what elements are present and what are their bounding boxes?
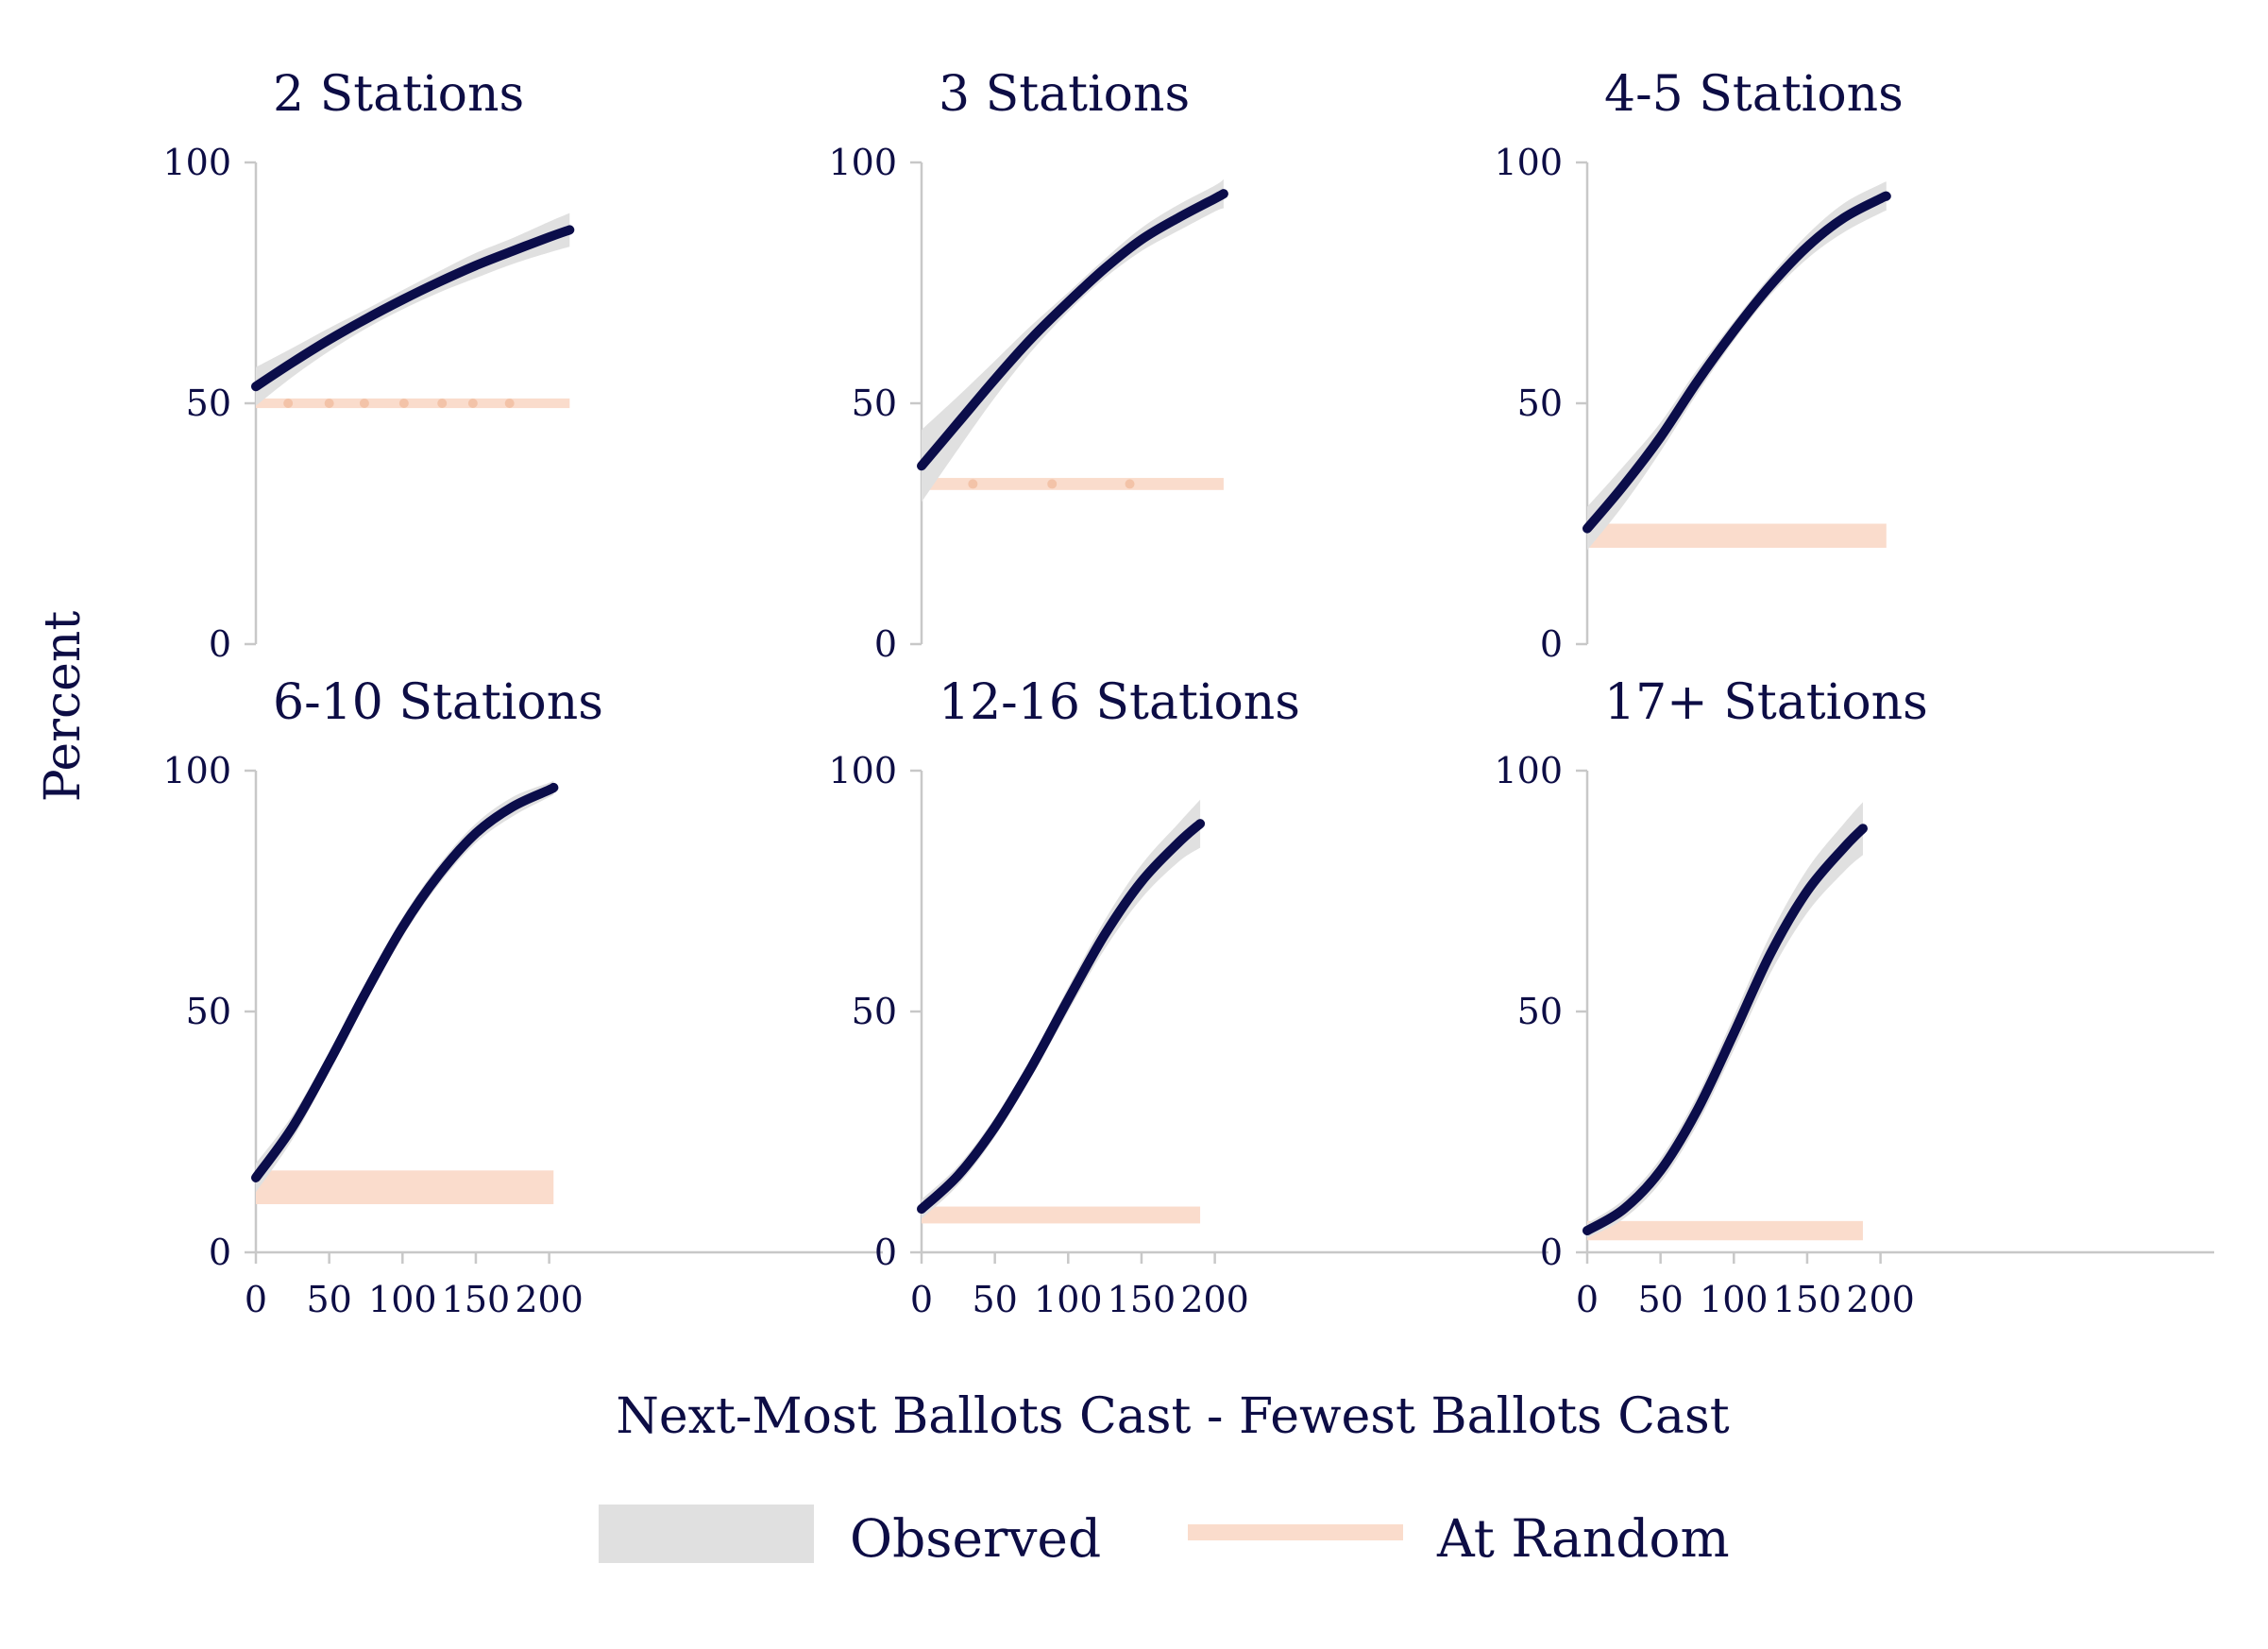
x-tick-label: 50	[1637, 1279, 1683, 1320]
y-axis-title: Percent	[35, 611, 92, 803]
y-tick-label: 100	[828, 750, 897, 791]
observed-line	[1583, 824, 1868, 1235]
random-band	[256, 398, 570, 409]
random-band	[1587, 1220, 1863, 1241]
random-dot	[467, 399, 478, 408]
y-tick-label: 50	[186, 991, 231, 1032]
panel-title: 2 Stations	[273, 66, 524, 123]
y-tick-label: 0	[209, 1232, 231, 1273]
legend-swatch-random	[1188, 1524, 1403, 1540]
legend-swatch-observed	[599, 1504, 814, 1563]
x-axis-title: Next-Most Ballots Cast - Fewest Ballots …	[616, 1388, 1729, 1445]
random-band	[1587, 523, 1887, 548]
random-dot	[1125, 479, 1135, 489]
y-tick-label: 0	[1540, 623, 1563, 665]
random-dot	[504, 399, 515, 408]
x-tick-label: 100	[1700, 1279, 1769, 1320]
panel-title: 12-16 Stations	[939, 674, 1300, 731]
legend: Observed At Random	[599, 1504, 1730, 1569]
random-dot	[1047, 479, 1058, 489]
observed-ci-band	[256, 212, 570, 406]
x-tick-label: 150	[1108, 1279, 1176, 1320]
y-tick-label: 100	[162, 142, 231, 183]
legend-label-random: At Random	[1436, 1508, 1730, 1569]
random-dot	[398, 399, 409, 408]
x-tick-label: 50	[306, 1279, 351, 1320]
observed-line	[917, 189, 1228, 471]
random-band	[922, 478, 1224, 490]
panel-2-stations: 2 Stations 0 50 100	[162, 66, 575, 665]
y-tick-label: 50	[852, 991, 897, 1032]
panel-3-stations: 3 Stations 0 50 100	[828, 66, 1228, 665]
x-tick-label: 100	[1034, 1279, 1103, 1320]
y-tick-label: 100	[162, 750, 231, 791]
y-tick-label: 50	[852, 382, 897, 424]
panel-4-5-stations: 4-5 Stations 0 50 100	[1494, 66, 1903, 665]
y-tick-label: 100	[828, 142, 897, 183]
panel-title: 3 Stations	[939, 66, 1190, 123]
random-dot	[283, 399, 294, 408]
x-tick-label: 50	[972, 1279, 1017, 1320]
legend-label-observed: Observed	[850, 1508, 1101, 1569]
x-tick-label: 200	[1846, 1279, 1915, 1320]
y-tick-label: 50	[1517, 991, 1563, 1032]
observed-line	[251, 225, 575, 392]
panel-title: 6-10 Stations	[273, 674, 603, 731]
x-tick-label: 150	[442, 1279, 511, 1320]
y-tick-label: 0	[874, 1232, 897, 1273]
x-tick-label: 0	[910, 1279, 933, 1320]
observed-line	[251, 782, 559, 1182]
y-tick-label: 50	[186, 382, 231, 424]
observed-ci-band	[256, 780, 554, 1193]
random-dot	[324, 399, 334, 408]
x-tick-label: 150	[1773, 1279, 1842, 1320]
x-tick-label: 200	[1180, 1279, 1249, 1320]
observed-line	[1583, 191, 1891, 534]
y-tick-label: 0	[1540, 1232, 1563, 1273]
random-band	[922, 1206, 1201, 1224]
x-tick-label: 100	[368, 1279, 437, 1320]
random-dot	[359, 399, 369, 408]
x-tick-label: 0	[1576, 1279, 1599, 1320]
observed-line	[917, 819, 1206, 1215]
y-tick-label: 100	[1494, 142, 1563, 183]
x-tick-label: 200	[515, 1279, 584, 1320]
random-band	[256, 1170, 554, 1204]
panel-title: 4-5 Stations	[1604, 66, 1904, 123]
random-dot	[968, 479, 978, 489]
y-tick-label: 0	[209, 623, 231, 665]
y-tick-label: 50	[1517, 382, 1563, 424]
random-dot	[437, 399, 448, 408]
y-tick-label: 0	[874, 623, 897, 665]
observed-ci-band	[922, 178, 1224, 502]
panel-title: 17+ Stations	[1604, 674, 1928, 731]
y-tick-label: 100	[1494, 750, 1563, 791]
x-tick-label: 0	[245, 1279, 267, 1320]
observed-ci-band	[1587, 181, 1887, 551]
